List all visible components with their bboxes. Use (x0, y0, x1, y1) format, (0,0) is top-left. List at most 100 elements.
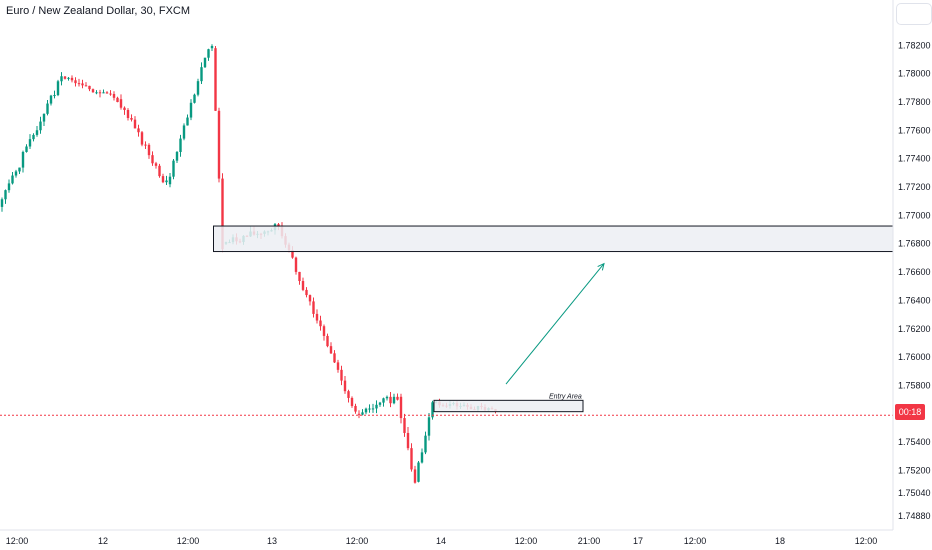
price-tick-label: 1.78000 (898, 69, 931, 79)
candle-body (431, 402, 434, 418)
candle-body (186, 117, 189, 126)
candle-body (11, 175, 14, 184)
candle-body (46, 103, 49, 114)
candle-body (63, 76, 67, 79)
candle-body (32, 134, 35, 140)
candle-body (88, 85, 91, 90)
candle-body (126, 109, 130, 119)
candle-body (382, 398, 385, 403)
candle-body (95, 92, 98, 94)
price-axis[interactable]: 1.784001.782001.780001.778001.776001.774… (898, 12, 931, 521)
price-tick-label: 1.75400 (898, 437, 931, 447)
candle-body (368, 408, 371, 410)
price-tick-label: 1.76800 (898, 239, 931, 249)
candle-body (343, 380, 347, 392)
candle-body (165, 180, 168, 183)
candle-body (291, 250, 294, 258)
candle-body (147, 144, 151, 156)
candle-body (133, 119, 137, 129)
candle-body (137, 128, 140, 133)
candle-body (91, 89, 95, 93)
candle-body (214, 48, 217, 111)
price-tick-label: 1.76600 (898, 267, 931, 277)
candle-body (350, 397, 354, 406)
candle-body (196, 81, 200, 95)
price-tick-label: 1.76400 (898, 295, 931, 305)
candle-body (375, 404, 378, 409)
candle-body (168, 176, 172, 185)
candle-body (42, 113, 46, 122)
candle-body (39, 121, 42, 131)
candle-body (403, 418, 406, 433)
candle-body (7, 183, 11, 191)
candle-body (102, 92, 105, 94)
candle-body (116, 97, 119, 103)
candle-body (140, 132, 144, 145)
candle-body (210, 45, 214, 49)
candle-body (18, 167, 21, 172)
candle-body (28, 139, 32, 147)
price-tick-label: 1.76000 (898, 352, 931, 362)
time-tick-label: 14 (436, 536, 446, 546)
candle-body (354, 405, 357, 412)
candle-body (347, 391, 350, 398)
candle-body (193, 94, 196, 103)
candle-body (98, 92, 102, 94)
price-tick-label: 1.78200 (898, 40, 931, 50)
candle-body (357, 413, 361, 415)
candle-body (14, 171, 18, 176)
candle-body (179, 138, 182, 152)
candle-body (21, 151, 25, 168)
zone-rectangle[interactable] (433, 399, 584, 413)
candle-body (420, 452, 424, 463)
candle-body (326, 335, 329, 347)
candle-body (221, 178, 224, 250)
candle-body (74, 80, 77, 84)
time-tick-label: 12:00 (346, 536, 369, 546)
candle-body (305, 289, 308, 296)
time-tick-label: 17 (633, 536, 643, 546)
candle-body (203, 57, 207, 68)
candle-body (109, 93, 112, 95)
time-axis[interactable]: 12:00 12 12:00 13 12:00 14 12:00 21:00 17 12:00 18… (6, 536, 878, 546)
price-tick-label: 1.77800 (898, 97, 931, 107)
candle-body (417, 462, 420, 482)
candle-body (410, 448, 413, 470)
candle-body (77, 83, 81, 85)
candle-body (424, 435, 427, 453)
candle-body (144, 144, 147, 146)
candle-body (200, 67, 203, 82)
candle-body (49, 95, 53, 104)
candle-body (207, 49, 210, 58)
candle-body (406, 432, 410, 449)
candle-body (385, 396, 389, 399)
price-tick-label: 1.77200 (898, 182, 931, 192)
candle-body (182, 125, 186, 139)
time-tick-label: 12:00 (684, 536, 707, 546)
candle-body (70, 77, 74, 81)
zone-rectangle[interactable] (213, 225, 894, 253)
candle-body (364, 408, 368, 413)
target-arrow[interactable] (505, 263, 605, 385)
candle-body (312, 301, 315, 314)
time-tick-label: 12:00 (177, 536, 200, 546)
candle-body (371, 408, 375, 410)
candle-body (315, 313, 319, 321)
candle-body (319, 320, 322, 327)
candle-body (378, 402, 382, 405)
candle-body (130, 118, 133, 120)
settings-corner-button[interactable] (896, 3, 932, 25)
candle-body (84, 85, 88, 87)
price-tick-label: 1.77600 (898, 125, 931, 135)
candle-body (392, 396, 396, 404)
price-tick-label: 1.76200 (898, 324, 931, 334)
candle-body (119, 99, 123, 108)
price-tick-label: 1.77000 (898, 210, 931, 220)
price-tick-label: 1.74880 (898, 511, 931, 521)
time-tick-label: 18 (775, 536, 785, 546)
candle-body (158, 165, 161, 177)
time-tick-label: 21:00 (578, 536, 601, 546)
candle-body (301, 281, 305, 290)
candle-body (298, 271, 301, 282)
